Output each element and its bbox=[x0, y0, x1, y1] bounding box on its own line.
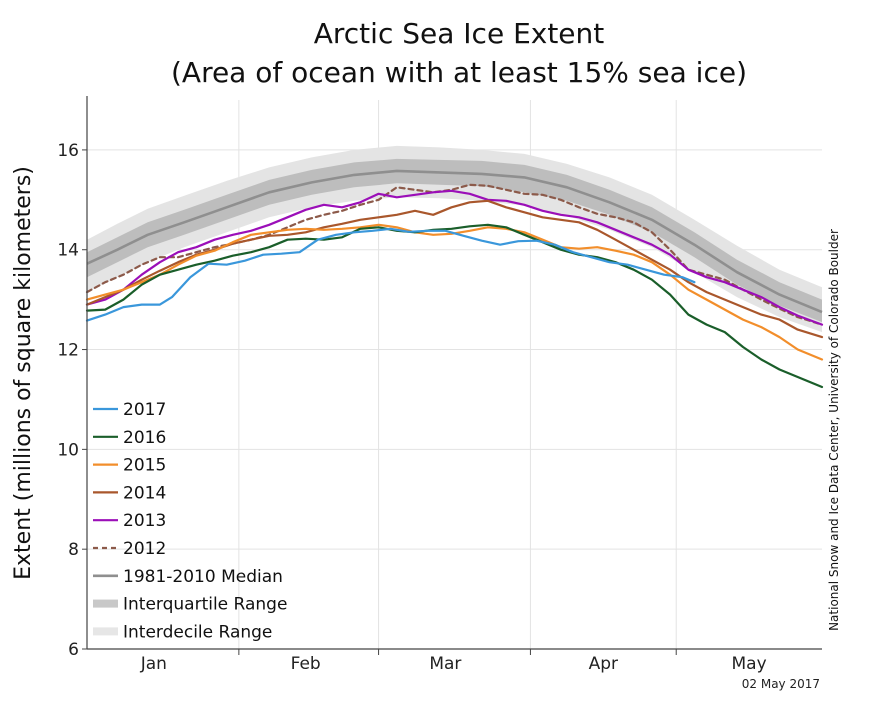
y-tick-label: 10 bbox=[57, 440, 79, 460]
median-line bbox=[86, 169, 823, 314]
legend-label: 2015 bbox=[123, 456, 166, 476]
legend-label: 2014 bbox=[123, 483, 166, 503]
legend-label: 2013 bbox=[123, 511, 166, 531]
y-tick-label: 16 bbox=[57, 141, 79, 161]
legend-label: 1981-2010 Median bbox=[123, 567, 283, 587]
date-stamp: 02 May 2017 bbox=[742, 677, 820, 691]
y-tick-label: 6 bbox=[68, 640, 79, 660]
legend: 2017 2016 2015 2014 2013 2012 1981-2010 Median… bbox=[93, 400, 287, 642]
chart-title-line1: Arctic Sea Ice Extent bbox=[314, 17, 605, 50]
credit-text: National Snow and Ice Data Center, Unive… bbox=[827, 229, 841, 631]
legend-label: 2017 bbox=[123, 400, 166, 420]
y-axis-label: Extent (millions of square kilometers) bbox=[11, 166, 36, 580]
y-tick-label: 12 bbox=[57, 341, 79, 361]
series-line-2016 bbox=[85, 223, 824, 389]
x-tick-label: Feb bbox=[291, 654, 321, 674]
legend-label: Interdecile Range bbox=[123, 622, 272, 642]
legend-swatch bbox=[93, 599, 118, 608]
chart-title-line2: (Area of ocean with at least 15% sea ice… bbox=[171, 56, 747, 89]
x-tick-label: Jan bbox=[140, 654, 167, 674]
series-line-2015 bbox=[85, 223, 824, 361]
x-tick-label: May bbox=[732, 654, 767, 674]
series-line-2013 bbox=[85, 189, 824, 326]
plot-area: 6 8 10 12 14 16 Jan Feb Mar Apr May bbox=[57, 96, 824, 674]
legend-label: 2016 bbox=[123, 428, 166, 448]
x-tick-label: Apr bbox=[589, 654, 618, 674]
series-line-2017 bbox=[85, 227, 696, 322]
legend-label: 2012 bbox=[123, 539, 166, 559]
interquartile-band bbox=[87, 158, 822, 323]
legend-swatch bbox=[93, 627, 118, 636]
x-tick-label: Mar bbox=[429, 654, 461, 674]
y-tick-label: 8 bbox=[68, 540, 79, 560]
y-tick-label: 14 bbox=[57, 241, 79, 261]
legend-label: Interquartile Range bbox=[123, 595, 287, 615]
